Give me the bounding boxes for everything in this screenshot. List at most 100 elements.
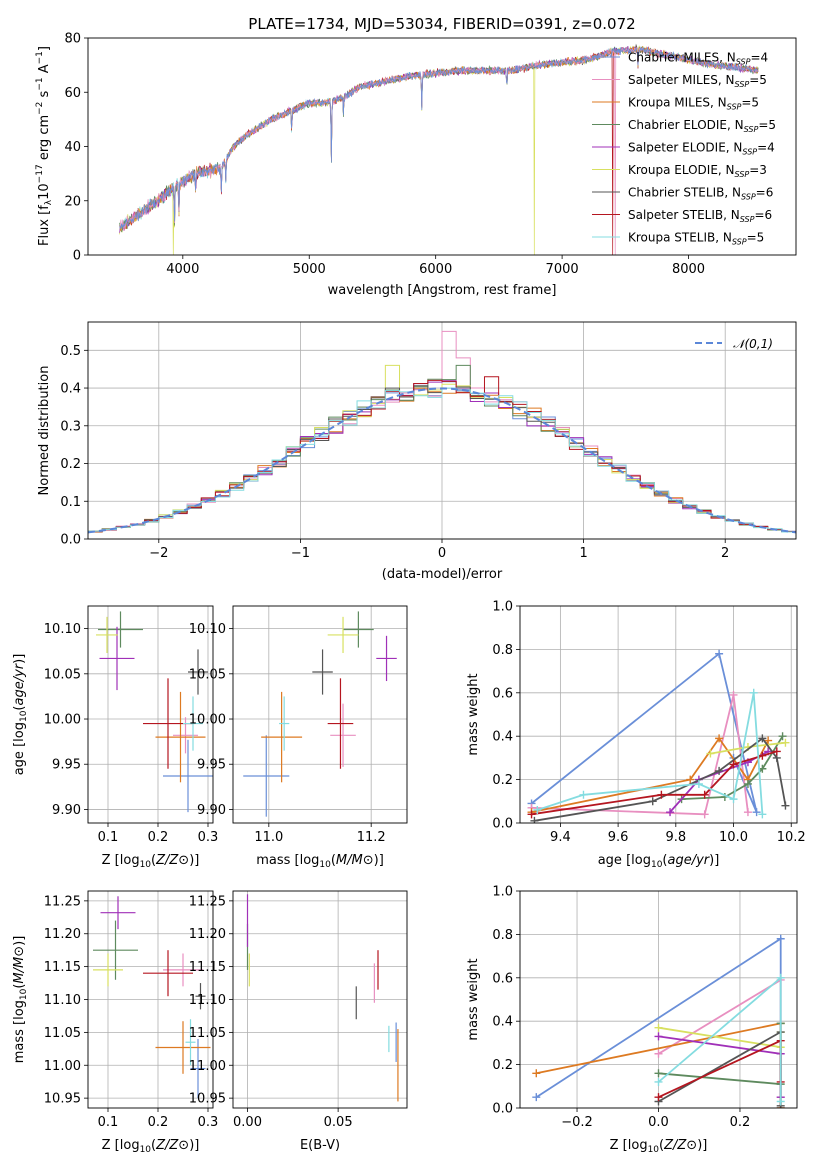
x-tick-label: 9.4 xyxy=(550,830,571,845)
weight-marker xyxy=(758,734,767,743)
x-tick-label: 0.00 xyxy=(233,1115,262,1130)
y-tick-label: 10.00 xyxy=(44,713,81,728)
x-tick-label: 11.0 xyxy=(254,830,283,845)
spectrum-line xyxy=(119,46,759,230)
errorbar-point xyxy=(163,953,203,987)
x-tick-label: 4000 xyxy=(166,262,199,277)
x-tick-label: 0.0 xyxy=(648,1115,669,1130)
x-tick-label: −0.2 xyxy=(561,1115,593,1130)
legend-entry: Chabrier ELODIE, NSSP=5 xyxy=(628,118,776,134)
weight-series xyxy=(658,1023,782,1086)
errorbar-point xyxy=(93,920,138,980)
weight-series xyxy=(531,750,778,816)
panel-spectrum: 4000 5000 6000 7000 8000 0 20 40 60 80 wavelength … xyxy=(64,32,797,298)
plot-area xyxy=(246,894,399,1102)
weight-marker xyxy=(654,1093,663,1102)
legend-entry: Salpeter MILES, NSSP=5 xyxy=(628,73,767,89)
legend-entry: Chabrier STELIB, NSSP=6 xyxy=(628,186,773,202)
weight-marker xyxy=(666,808,675,817)
y-tick-label: 0.4 xyxy=(492,730,513,745)
weight-marker xyxy=(772,747,781,756)
weight-marker xyxy=(781,738,790,747)
errorbar-point xyxy=(100,896,136,930)
normal-curve xyxy=(88,387,796,534)
weight-marker xyxy=(749,688,758,697)
errorbar-point xyxy=(376,635,397,682)
weight-series xyxy=(534,737,787,822)
weight-marker xyxy=(743,779,752,788)
weight-marker xyxy=(654,1069,663,1078)
errorbar-point xyxy=(98,611,143,648)
weight-marker xyxy=(715,734,724,743)
weight-marker xyxy=(715,766,724,775)
x-tick-label: 5000 xyxy=(293,262,326,277)
plot-area xyxy=(96,611,213,813)
y-tick-label: 11.15 xyxy=(189,960,226,975)
x-tick-label: 9.6 xyxy=(608,830,629,845)
y-tick-label: 11.25 xyxy=(44,894,81,909)
axes-frame xyxy=(87,890,214,1109)
y-axis-label: age [log10(age/yr)] xyxy=(12,654,29,776)
errorbar-point xyxy=(143,950,193,997)
x-axis-label: wavelength [Angstrom, rest frame] xyxy=(328,283,557,298)
y-axis-label: mass [log10(M/M⊙)] xyxy=(12,936,29,1064)
weight-marker xyxy=(648,797,657,806)
y-tick-label: 0.0 xyxy=(60,533,81,548)
y-tick-label: 60 xyxy=(64,86,81,101)
axes-frame xyxy=(519,890,798,1109)
y-tick-label: 0.3 xyxy=(60,419,81,434)
weight-marker xyxy=(686,775,695,784)
x-tick-label: 1 xyxy=(579,546,587,561)
axes-frame xyxy=(87,37,797,256)
errorbar-point xyxy=(188,649,208,695)
y-tick-label: 0.8 xyxy=(492,928,513,943)
weight-marker xyxy=(654,1049,663,1058)
y-tick-label: 0.2 xyxy=(492,1058,513,1073)
y-tick-label: 0 xyxy=(73,249,81,264)
y-tick-label: 11.00 xyxy=(189,1059,226,1074)
weight-marker xyxy=(533,805,542,814)
plot-area xyxy=(532,934,785,1108)
errorbar-point xyxy=(96,616,118,654)
weight-marker xyxy=(758,810,767,819)
y-tick-label: 11.20 xyxy=(44,927,81,942)
errorbar-point xyxy=(243,735,290,817)
y-tick-label: 0.0 xyxy=(492,817,513,832)
weight-marker xyxy=(700,810,709,819)
x-tick-label: −2 xyxy=(149,546,168,561)
x-tick-label: 0.05 xyxy=(324,1115,353,1130)
weight-series xyxy=(537,692,764,815)
y-tick-label: 11.20 xyxy=(189,927,226,942)
axes-frame xyxy=(232,605,408,824)
axes-frame xyxy=(87,605,214,824)
y-axis-label: mass weight xyxy=(466,673,481,755)
y-tick-label: 11.10 xyxy=(189,993,226,1008)
x-axis-label: (data-model)/error xyxy=(382,567,503,582)
x-tick-label: 0.2 xyxy=(148,1115,169,1130)
weight-marker xyxy=(781,801,790,810)
x-tick-label: 6000 xyxy=(419,262,452,277)
y-tick-label: 9.95 xyxy=(52,758,81,773)
y-tick-label: 10.00 xyxy=(189,713,226,728)
errorbar-point xyxy=(312,649,333,695)
x-tick-label: 0.3 xyxy=(198,830,219,845)
y-tick-label: 0.1 xyxy=(60,495,81,510)
panel-residual-histogram: −2 −1 0 1 2 0.0 0.1 0.2 0.3 0.4 0.5 (data-model)/er… xyxy=(37,321,797,582)
weight-marker xyxy=(532,1069,541,1078)
x-tick-label: 10.0 xyxy=(719,830,748,845)
x-tick-label: 8000 xyxy=(672,262,705,277)
y-tick-label: 1.0 xyxy=(492,600,513,615)
weight-marker xyxy=(729,760,738,769)
plot-area xyxy=(88,330,796,535)
x-axis-label: Z [log10(Z/Z⊙)] xyxy=(610,1138,708,1155)
y-tick-label: 10.05 xyxy=(44,667,81,682)
y-tick-label: 0.4 xyxy=(492,1015,513,1030)
weight-marker xyxy=(532,1093,541,1102)
y-tick-label: 0.5 xyxy=(60,344,81,359)
errorbar-point xyxy=(327,616,359,654)
y-tick-label: 0.2 xyxy=(492,773,513,788)
errorbar-point xyxy=(183,696,203,751)
errorbar-point xyxy=(343,611,374,648)
x-axis-label: age [log10(age/yr)] xyxy=(598,853,720,870)
weight-marker xyxy=(776,973,785,982)
